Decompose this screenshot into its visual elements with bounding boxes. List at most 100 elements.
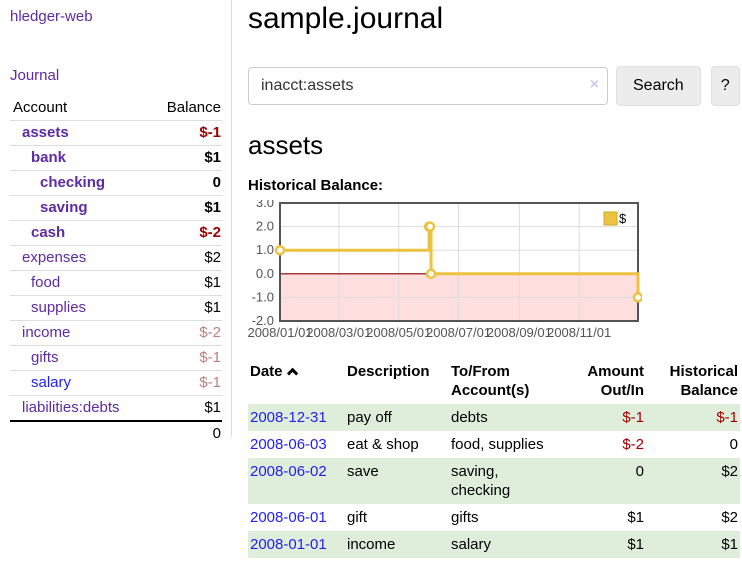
transaction-amount: $-2 bbox=[622, 436, 644, 453]
account-link[interactable]: assets bbox=[22, 124, 69, 141]
transaction-balance: $2 bbox=[721, 463, 738, 480]
account-balance: $-2 bbox=[148, 320, 222, 346]
transaction-row: 2008-06-01 gift gifts $1 $2 bbox=[248, 504, 740, 531]
search-input[interactable] bbox=[248, 67, 608, 105]
account-balance: $1 bbox=[148, 395, 222, 421]
account-balance: $-2 bbox=[148, 220, 222, 246]
account-balance: $1 bbox=[148, 295, 222, 321]
sort-ascending-icon bbox=[286, 367, 298, 380]
transaction-accounts: salary bbox=[451, 536, 492, 553]
account-balance: $1 bbox=[148, 270, 222, 296]
svg-text:2008/07/01: 2008/07/01 bbox=[426, 325, 491, 340]
register-column-header: Amount Out/In bbox=[587, 363, 644, 399]
transaction-balance: $-1 bbox=[716, 409, 738, 426]
svg-text:2008/03/01: 2008/03/01 bbox=[306, 325, 371, 340]
account-row: supplies $1 bbox=[10, 295, 222, 321]
transaction-description: income bbox=[347, 536, 396, 553]
account-link[interactable]: liabilities:debts bbox=[22, 399, 120, 416]
account-row: checking 0 bbox=[10, 170, 222, 196]
transaction-balance: 0 bbox=[729, 436, 738, 453]
account-heading: assets bbox=[248, 130, 324, 160]
svg-text:$: $ bbox=[619, 211, 627, 226]
svg-text:2.0: 2.0 bbox=[256, 219, 274, 234]
svg-text:-1.0: -1.0 bbox=[252, 289, 274, 304]
transaction-accounts: saving, checking bbox=[451, 463, 511, 499]
account-row: expenses $2 bbox=[10, 245, 222, 271]
transaction-amount: $-1 bbox=[622, 409, 644, 426]
register-column-header: To/From Account(s) bbox=[451, 363, 530, 399]
transaction-row: 2008-12-31 pay off debts $-1 $-1 bbox=[248, 404, 740, 431]
transaction-balance: $2 bbox=[721, 509, 738, 526]
chart-title: Historical Balance: bbox=[248, 177, 384, 194]
account-link[interactable]: cash bbox=[31, 224, 66, 241]
account-link[interactable]: saving bbox=[40, 199, 88, 216]
account-balance: $-1 bbox=[148, 345, 222, 371]
transaction-row: 2008-06-03 eat & shop food, supplies $-2… bbox=[248, 431, 740, 458]
account-row: income $-2 bbox=[10, 320, 222, 346]
account-link[interactable]: expenses bbox=[22, 249, 87, 266]
sidebar-item-journal[interactable]: Journal bbox=[10, 67, 60, 84]
svg-text:2008/11/01: 2008/11/01 bbox=[547, 325, 611, 340]
account-balance: $1 bbox=[148, 145, 222, 171]
account-link[interactable]: income bbox=[22, 324, 71, 341]
transaction-date-link[interactable]: 2008-06-01 bbox=[250, 509, 327, 526]
transaction-row: 2008-01-01 income salary $1 $1 bbox=[248, 531, 740, 558]
account-row: gifts $-1 bbox=[10, 345, 222, 371]
sidebar: hledger-web Journal Account Balance asse… bbox=[0, 0, 232, 446]
register-header-row: Date Description To/From Account(s) Amount… bbox=[248, 360, 740, 404]
transaction-description: pay off bbox=[347, 409, 392, 426]
transaction-date-link[interactable]: 2008-06-03 bbox=[250, 436, 327, 453]
chart-legend: $ bbox=[603, 211, 627, 226]
account-row: bank $1 bbox=[10, 145, 222, 171]
accounts-header-balance: Balance bbox=[166, 99, 221, 116]
brand-link[interactable]: hledger-web bbox=[10, 8, 93, 25]
account-balance: $-1 bbox=[148, 120, 222, 146]
accounts-table: Account Balance assets $-1 bank $1 check… bbox=[10, 96, 222, 446]
account-link[interactable]: salary bbox=[31, 374, 72, 391]
transaction-accounts: debts bbox=[451, 409, 488, 426]
account-row: liabilities:debts $1 bbox=[10, 395, 222, 421]
transaction-description: save bbox=[347, 463, 379, 480]
register-table-body: 2008-12-31 pay off debts $-1 $-1 2008-06… bbox=[248, 404, 740, 558]
transaction-accounts: gifts bbox=[451, 509, 479, 526]
historical-balance-chart: 2008/01/012008/03/012008/05/012008/07/01… bbox=[248, 200, 642, 340]
svg-text:2008/09/01: 2008/09/01 bbox=[487, 325, 552, 340]
clear-search-icon[interactable]: × bbox=[589, 76, 599, 93]
transaction-amount: 0 bbox=[635, 463, 644, 480]
account-balance: $1 bbox=[148, 195, 222, 221]
page-title: sample.journal bbox=[248, 2, 444, 35]
transaction-date-link[interactable]: 2008-12-31 bbox=[250, 409, 327, 426]
search-button[interactable]: Search bbox=[616, 66, 701, 106]
svg-text:2008/05/01: 2008/05/01 bbox=[366, 325, 431, 340]
account-balance: $2 bbox=[148, 245, 222, 271]
account-link[interactable]: bank bbox=[31, 149, 67, 166]
search-form: × Search ? bbox=[248, 66, 740, 106]
transaction-date-link[interactable]: 2008-01-01 bbox=[250, 536, 327, 553]
account-link[interactable]: supplies bbox=[31, 299, 87, 316]
register-column-header: Historical Balance bbox=[669, 363, 738, 399]
svg-text:0.0: 0.0 bbox=[256, 266, 274, 281]
accounts-header-account: Account bbox=[13, 99, 68, 116]
account-row: cash $-2 bbox=[10, 220, 222, 246]
account-link[interactable]: gifts bbox=[31, 349, 59, 366]
svg-text:1.0: 1.0 bbox=[256, 242, 274, 257]
transaction-row: 2008-06-02 save saving, checking 0 $2 bbox=[248, 458, 740, 504]
transaction-description: eat & shop bbox=[347, 436, 419, 453]
accounts-total-value: 0 bbox=[148, 420, 222, 446]
account-row: saving $1 bbox=[10, 195, 222, 221]
help-button[interactable]: ? bbox=[710, 66, 740, 106]
account-balance: 0 bbox=[148, 170, 222, 196]
transaction-amount: $1 bbox=[627, 536, 644, 553]
transaction-accounts: food, supplies bbox=[451, 436, 544, 453]
account-balance: $-1 bbox=[148, 370, 222, 396]
account-row: food $1 bbox=[10, 270, 222, 296]
account-row: salary $-1 bbox=[10, 370, 222, 396]
account-link[interactable]: checking bbox=[40, 174, 106, 191]
transaction-date-link[interactable]: 2008-06-02 bbox=[250, 463, 327, 480]
register-column-header[interactable]: Date bbox=[248, 360, 345, 404]
register-table: Date Description To/From Account(s) Amount… bbox=[248, 360, 740, 558]
register-column-header: Description bbox=[347, 363, 430, 380]
accounts-total-row: 0 bbox=[10, 420, 222, 446]
account-link[interactable]: food bbox=[31, 274, 61, 291]
svg-text:3.0: 3.0 bbox=[256, 200, 274, 210]
